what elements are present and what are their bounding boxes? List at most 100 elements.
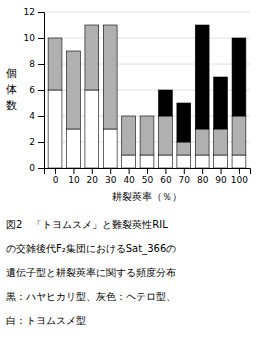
y-tick-label: 4 <box>29 111 35 121</box>
bar <box>67 129 81 168</box>
x-tick-mark <box>147 168 148 174</box>
x-tick: 70 <box>179 168 191 185</box>
caption-line: の交雑後代F₂集団におけるSat_366の <box>6 243 176 255</box>
y-tick: 4 <box>29 111 44 121</box>
grid <box>44 12 250 168</box>
bar <box>67 51 81 129</box>
x-tick: 40 <box>123 168 135 185</box>
x-tick-label: 20 <box>87 175 99 185</box>
y-tick-label: 2 <box>29 137 35 147</box>
y-tick-mark <box>38 12 44 13</box>
y-tick: 0 <box>29 163 44 173</box>
bar <box>232 38 246 116</box>
y-axis-line <box>38 13 45 169</box>
caption-line: 黒：ハヤヒカリ型、灰色：ヘテロ型、 <box>6 291 176 302</box>
x-tick-mark <box>239 168 240 174</box>
series <box>158 25 245 142</box>
x-tick-mark <box>184 168 185 174</box>
x-tick-label: 50 <box>142 175 154 185</box>
y-tick-mark <box>38 90 44 91</box>
bar <box>232 155 246 168</box>
y-tick-label: 8 <box>29 59 35 69</box>
x-tick-mark <box>110 168 111 174</box>
y-tick-mark <box>38 116 44 117</box>
x-tick-mark <box>129 168 130 174</box>
bar <box>214 77 228 129</box>
bar <box>158 155 172 168</box>
x-tick-mark <box>221 168 222 174</box>
x-tick: 50 <box>142 168 154 185</box>
bar <box>85 25 99 90</box>
bar <box>140 116 154 117</box>
bar <box>195 155 209 168</box>
x-tick-label: 10 <box>68 175 80 185</box>
caption: 図2 「トヨムスメ」と難裂莢性RIL の交雑後代F₂集団におけるSat_366の遺… <box>6 219 176 326</box>
y-tick-label: 6 <box>29 85 35 95</box>
x-axis-title: 耕裂莢率（％） <box>112 191 182 202</box>
x-tick-label: 0 <box>53 175 59 185</box>
bar <box>103 25 117 26</box>
bar <box>177 142 191 155</box>
x-tick: 20 <box>87 168 99 185</box>
x-tick: 10 <box>68 168 80 185</box>
bar <box>67 51 81 52</box>
bar <box>85 90 99 168</box>
x-tick-mark <box>73 168 74 174</box>
x-tick-mark <box>55 168 56 174</box>
x-axis: 0 10 20 30 40 50 60 70 80 90 100 <box>45 168 251 185</box>
y-tick-mark <box>38 142 44 143</box>
y-tick-mark <box>38 38 44 39</box>
bar <box>214 155 228 168</box>
grid-line <box>44 38 250 39</box>
bar <box>103 129 117 168</box>
bar <box>177 103 191 142</box>
y-tick-label: 12 <box>24 7 35 17</box>
bar <box>158 90 172 116</box>
bars <box>48 25 246 168</box>
bar <box>122 155 136 168</box>
bar <box>48 38 62 39</box>
bar <box>195 25 209 129</box>
caption-line: 遺伝子型と耕裂莢率に関する頻度分布 <box>6 267 176 278</box>
caption-line: 白：トヨムスメ型 <box>6 315 86 326</box>
bar <box>140 155 154 168</box>
x-tick-label: 90 <box>215 175 227 185</box>
x-tick-mark <box>202 168 203 174</box>
x-tick: 100 <box>231 168 248 185</box>
x-tick-label: 60 <box>160 175 172 185</box>
y-tick-mark <box>38 64 44 65</box>
chart: 0 10 20 30 40 50 60 70 80 90 100 0 2 4 6 8 10 12 耕裂莢率（％） 個体… <box>0 0 262 355</box>
bar <box>140 116 154 155</box>
y-tick: 10 <box>24 33 44 43</box>
series <box>48 25 246 155</box>
x-tick: 30 <box>105 168 117 185</box>
x-tick-label: 30 <box>105 175 117 185</box>
y-tick-label: 0 <box>29 163 35 173</box>
x-tick: 90 <box>215 168 227 185</box>
y-axis-title: 個体数 <box>6 67 17 112</box>
x-tick: 80 <box>197 168 209 185</box>
caption-line: 図2 「トヨムスメ」と難裂莢性RIL <box>6 219 168 230</box>
x-tick: 0 <box>53 168 59 185</box>
bar <box>103 25 117 129</box>
bar <box>122 116 136 117</box>
x-tick-label: 80 <box>197 175 209 185</box>
bar <box>195 129 209 155</box>
y-tick: 2 <box>29 137 44 147</box>
bar <box>214 129 228 155</box>
bar <box>85 25 99 26</box>
y-tick: 6 <box>29 85 44 95</box>
x-axis-line <box>45 169 251 175</box>
x-tick-label: 70 <box>179 175 191 185</box>
bar <box>122 116 136 155</box>
bar <box>158 116 172 155</box>
grid-line <box>44 12 250 13</box>
y-tick-label: 10 <box>24 33 36 43</box>
bar <box>232 116 246 155</box>
y-axis: 0 2 4 6 8 10 12 <box>24 7 45 173</box>
y-tick: 12 <box>24 7 44 17</box>
x-tick-label: 100 <box>231 175 248 185</box>
x-tick-mark <box>92 168 93 174</box>
bar <box>48 38 62 90</box>
y-tick: 8 <box>29 59 44 69</box>
